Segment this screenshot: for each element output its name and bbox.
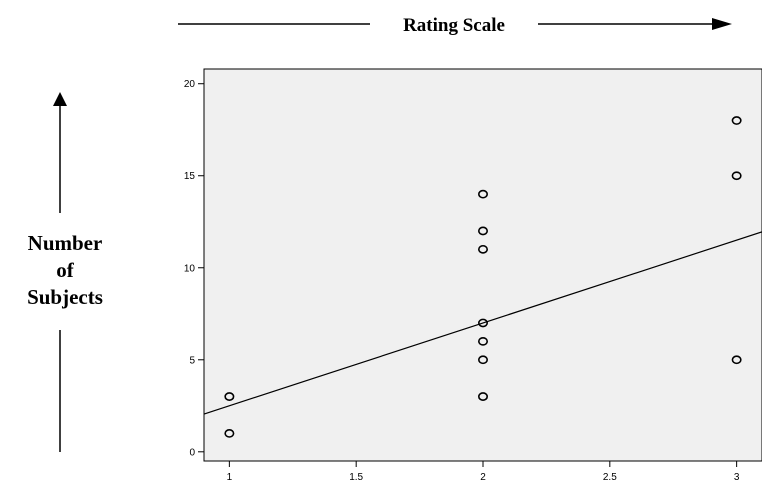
x-tick-label: 1.5 [349, 472, 363, 483]
data-point [224, 428, 235, 438]
up-arrow-icon [53, 92, 67, 106]
data-point [477, 189, 488, 199]
y-tick-label: 10 [184, 263, 196, 274]
y-axis-title-line-3: Subjects [27, 285, 103, 309]
y-tick-label: 0 [189, 447, 195, 458]
plot-area [203, 68, 762, 462]
data-point [477, 355, 488, 365]
right-arrow-icon [712, 18, 732, 30]
x-axis: 1 1.5 2 2.5 3 [227, 461, 740, 483]
data-point [731, 355, 742, 365]
data-point [477, 318, 488, 328]
data-point [731, 171, 742, 181]
y-tick-label: 15 [184, 171, 196, 182]
data-point [477, 336, 488, 346]
y-axis-title-line-1: Number [28, 231, 103, 255]
fit-line [203, 231, 762, 415]
data-point [477, 244, 488, 254]
x-axis-title: Rating Scale [403, 15, 505, 36]
data-point [477, 392, 488, 401]
y-axis-title-line-2: of [56, 258, 75, 282]
data-point [731, 116, 742, 125]
x-tick-label: 1 [227, 472, 233, 483]
x-tick-label: 2 [480, 472, 486, 483]
y-tick-label: 20 [184, 79, 196, 90]
x-axis-title-group: Rating Scale [178, 15, 732, 36]
x-tick-label: 3 [734, 472, 740, 483]
data-point [224, 392, 235, 401]
fit-line-layer [203, 231, 762, 415]
data-point [477, 226, 488, 236]
y-axis: 0 5 10 15 20 [184, 79, 204, 458]
x-tick-label: 2.5 [603, 472, 617, 483]
y-axis-title-group: Number of Subjects [27, 92, 103, 452]
y-tick-label: 5 [189, 355, 195, 366]
points-layer [224, 116, 742, 438]
